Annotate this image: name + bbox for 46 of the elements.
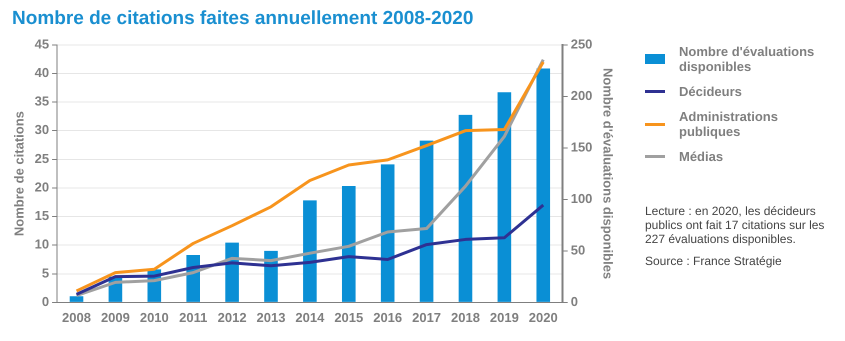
y2-tick-label: 100 [570,190,592,206]
x-tick-label: 2014 [295,310,326,325]
y-tick-label: 35 [34,94,50,109]
x-tick-label: 2017 [412,310,442,325]
bar [342,186,356,302]
y-tick-label: 15 [34,208,50,224]
bar [536,68,550,302]
y-tick-label: 25 [34,150,50,166]
y-tick-label: 30 [34,122,50,138]
x-tick-label: 2011 [179,310,208,325]
x-tick-label: 2008 [62,310,91,325]
y-tick-label: 0 [42,294,50,309]
legend-label: Administrations publiques [679,109,779,139]
bar [380,164,394,302]
x-tick-label: 2020 [528,310,558,325]
x-tick-label: 2010 [140,310,169,325]
legend-label: Médias [679,149,724,164]
y-tick-label: 10 [34,236,50,252]
x-tick-label: 2019 [490,310,519,325]
bar [70,296,84,302]
x-tick-label: 2013 [256,310,286,325]
y2-tick-label: 50 [570,242,586,258]
bar [303,200,317,302]
bar [420,140,434,302]
x-tick-label: 2009 [100,310,130,325]
x-tick-label: 2012 [218,310,247,325]
y2-axis-title: Nombre d'évaluations disponibles [600,68,616,280]
source-note: Source : France Stratégie [645,254,783,268]
chart-title: Nombre de citations faites annuellement 2008-2020 [12,8,474,30]
y2-tick-label: 150 [570,139,592,154]
legend-label: Nombre d'évaluations disponibles [679,44,816,74]
y2-tick-label: 0 [570,294,578,309]
x-tick-label: 2018 [451,310,480,325]
bar [458,114,472,302]
y-tick-label: 45 [34,36,50,52]
y-tick-label: 5 [42,265,50,280]
x-tick-label: 2016 [373,310,402,325]
bar [498,92,512,302]
y2-tick-label: 250 [570,36,592,52]
y-tick-label: 20 [34,179,50,194]
legend-label: Décideurs [679,84,742,99]
y2-tick-label: 200 [570,88,592,103]
x-tick-label: 2015 [334,310,364,325]
y-axis-title: Nombre de citations [11,111,26,236]
y-tick-label: 40 [34,65,50,80]
text: Lecture : en 2020, les décideurs publics ont fait 17 citations sur les 227 évaluations disponibles. [645,204,826,246]
